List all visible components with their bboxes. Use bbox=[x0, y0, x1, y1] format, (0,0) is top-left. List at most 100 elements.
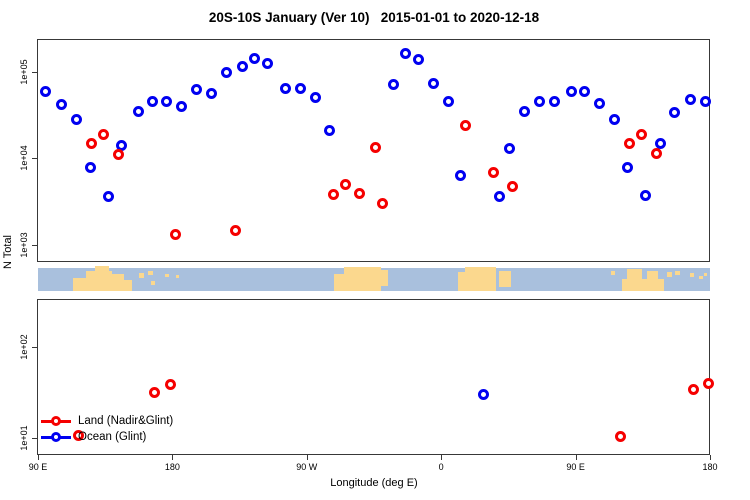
legend-label: Ocean (Glint) bbox=[78, 431, 147, 443]
data-point-ocean bbox=[280, 82, 292, 94]
x-tick-mark bbox=[710, 455, 711, 460]
data-point-ocean bbox=[205, 87, 217, 99]
map-land-patch bbox=[124, 280, 132, 291]
data-point-ocean bbox=[455, 169, 467, 181]
x-tick-label: 180 bbox=[164, 462, 180, 472]
map-land-patch bbox=[380, 270, 388, 286]
map-land-patch bbox=[647, 271, 658, 291]
data-point-land bbox=[614, 430, 626, 442]
legend-item: Ocean (Glint) bbox=[41, 429, 173, 445]
data-point-ocean bbox=[477, 389, 489, 401]
map-land-patch bbox=[667, 272, 672, 277]
map-land-patch bbox=[458, 272, 467, 291]
data-point-ocean bbox=[493, 191, 505, 203]
data-point-ocean bbox=[84, 161, 96, 173]
map-land-patch bbox=[165, 274, 169, 277]
data-point-land bbox=[340, 178, 352, 190]
lower-panel bbox=[37, 299, 710, 455]
data-point-ocean bbox=[685, 94, 697, 106]
map-land-patch bbox=[148, 271, 153, 275]
data-point-ocean bbox=[175, 100, 187, 112]
data-point-land bbox=[165, 378, 177, 390]
data-point-ocean bbox=[565, 86, 577, 98]
data-point-land bbox=[148, 386, 160, 398]
map-land-patch bbox=[73, 278, 88, 291]
data-point-ocean bbox=[399, 48, 411, 60]
data-point-ocean bbox=[56, 99, 68, 111]
data-point-land bbox=[353, 188, 365, 200]
y-tick-label: 1e+03 bbox=[19, 232, 29, 258]
upper-panel bbox=[37, 39, 710, 262]
data-point-ocean bbox=[519, 105, 531, 117]
data-point-ocean bbox=[593, 98, 605, 110]
legend-marker-icon bbox=[41, 415, 71, 427]
data-point-ocean bbox=[237, 61, 249, 73]
x-axis-title: Longitude (deg E) bbox=[330, 477, 418, 489]
x-tick-label: 90 W bbox=[296, 462, 318, 472]
data-point-ocean bbox=[443, 96, 455, 108]
data-point-ocean bbox=[190, 83, 202, 95]
x-tick-mark bbox=[38, 455, 39, 460]
data-point-land bbox=[169, 229, 181, 241]
data-point-ocean bbox=[323, 125, 335, 137]
data-point-ocean bbox=[534, 96, 546, 108]
legend-label: Land (Nadir&Glint) bbox=[78, 415, 174, 427]
y-tick-label: 1e+05 bbox=[19, 59, 29, 85]
map-land-patch bbox=[344, 267, 381, 291]
map-land-patch bbox=[611, 271, 615, 275]
map-land-patch bbox=[151, 281, 155, 285]
data-point-ocean bbox=[640, 190, 652, 202]
data-point-land bbox=[72, 429, 84, 441]
x-tick-label: 90 E bbox=[566, 462, 585, 472]
y-tick-mark bbox=[32, 438, 37, 439]
map-land-patch bbox=[699, 276, 703, 279]
legend-marker-icon bbox=[41, 431, 71, 443]
y-tick-mark bbox=[32, 72, 37, 73]
map-strip bbox=[38, 264, 710, 293]
y-tick-label: 1e+01 bbox=[19, 425, 29, 451]
data-point-ocean bbox=[700, 95, 712, 107]
x-tick-label: 180 bbox=[702, 462, 718, 472]
map-land-patch bbox=[334, 274, 345, 291]
legend-item: Land (Nadir&Glint) bbox=[41, 413, 173, 429]
data-point-land bbox=[369, 141, 381, 153]
data-point-ocean bbox=[132, 105, 144, 117]
data-point-ocean bbox=[668, 106, 680, 118]
data-point-ocean bbox=[39, 85, 51, 97]
data-point-land bbox=[86, 138, 98, 150]
data-point-ocean bbox=[160, 96, 172, 108]
map-land-patch bbox=[95, 266, 109, 291]
data-point-ocean bbox=[549, 95, 561, 107]
x-tick-mark bbox=[172, 455, 174, 460]
data-point-ocean bbox=[504, 143, 516, 155]
map-land-patch bbox=[112, 274, 124, 291]
data-point-land bbox=[377, 198, 389, 210]
y-tick-label: 1e+04 bbox=[19, 145, 29, 172]
data-point-ocean bbox=[579, 85, 591, 97]
data-point-land bbox=[98, 129, 110, 141]
data-point-ocean bbox=[428, 77, 440, 89]
legend: Land (Nadir&Glint) Ocean (Glint) bbox=[41, 413, 173, 445]
x-tick-mark bbox=[306, 455, 308, 460]
x-tick-mark bbox=[441, 455, 443, 460]
data-point-ocean bbox=[655, 137, 667, 149]
legend-circle bbox=[51, 415, 61, 426]
data-point-ocean bbox=[608, 114, 620, 126]
data-point-ocean bbox=[102, 191, 114, 203]
x-tick-mark bbox=[575, 455, 577, 460]
map-land-patch bbox=[704, 273, 707, 276]
data-point-land bbox=[703, 377, 714, 389]
y-tick-mark bbox=[32, 158, 37, 160]
data-point-ocean bbox=[262, 57, 274, 69]
data-point-land bbox=[688, 384, 700, 396]
data-point-ocean bbox=[249, 52, 261, 64]
x-tick-label: 90 E bbox=[28, 462, 48, 472]
data-point-ocean bbox=[220, 67, 232, 79]
legend-circle bbox=[51, 431, 61, 442]
data-point-ocean bbox=[310, 91, 322, 103]
y-tick-label: 1e+02 bbox=[19, 334, 29, 360]
data-point-ocean bbox=[387, 78, 399, 90]
map-land-patch bbox=[176, 275, 179, 278]
map-land-patch bbox=[627, 269, 642, 291]
